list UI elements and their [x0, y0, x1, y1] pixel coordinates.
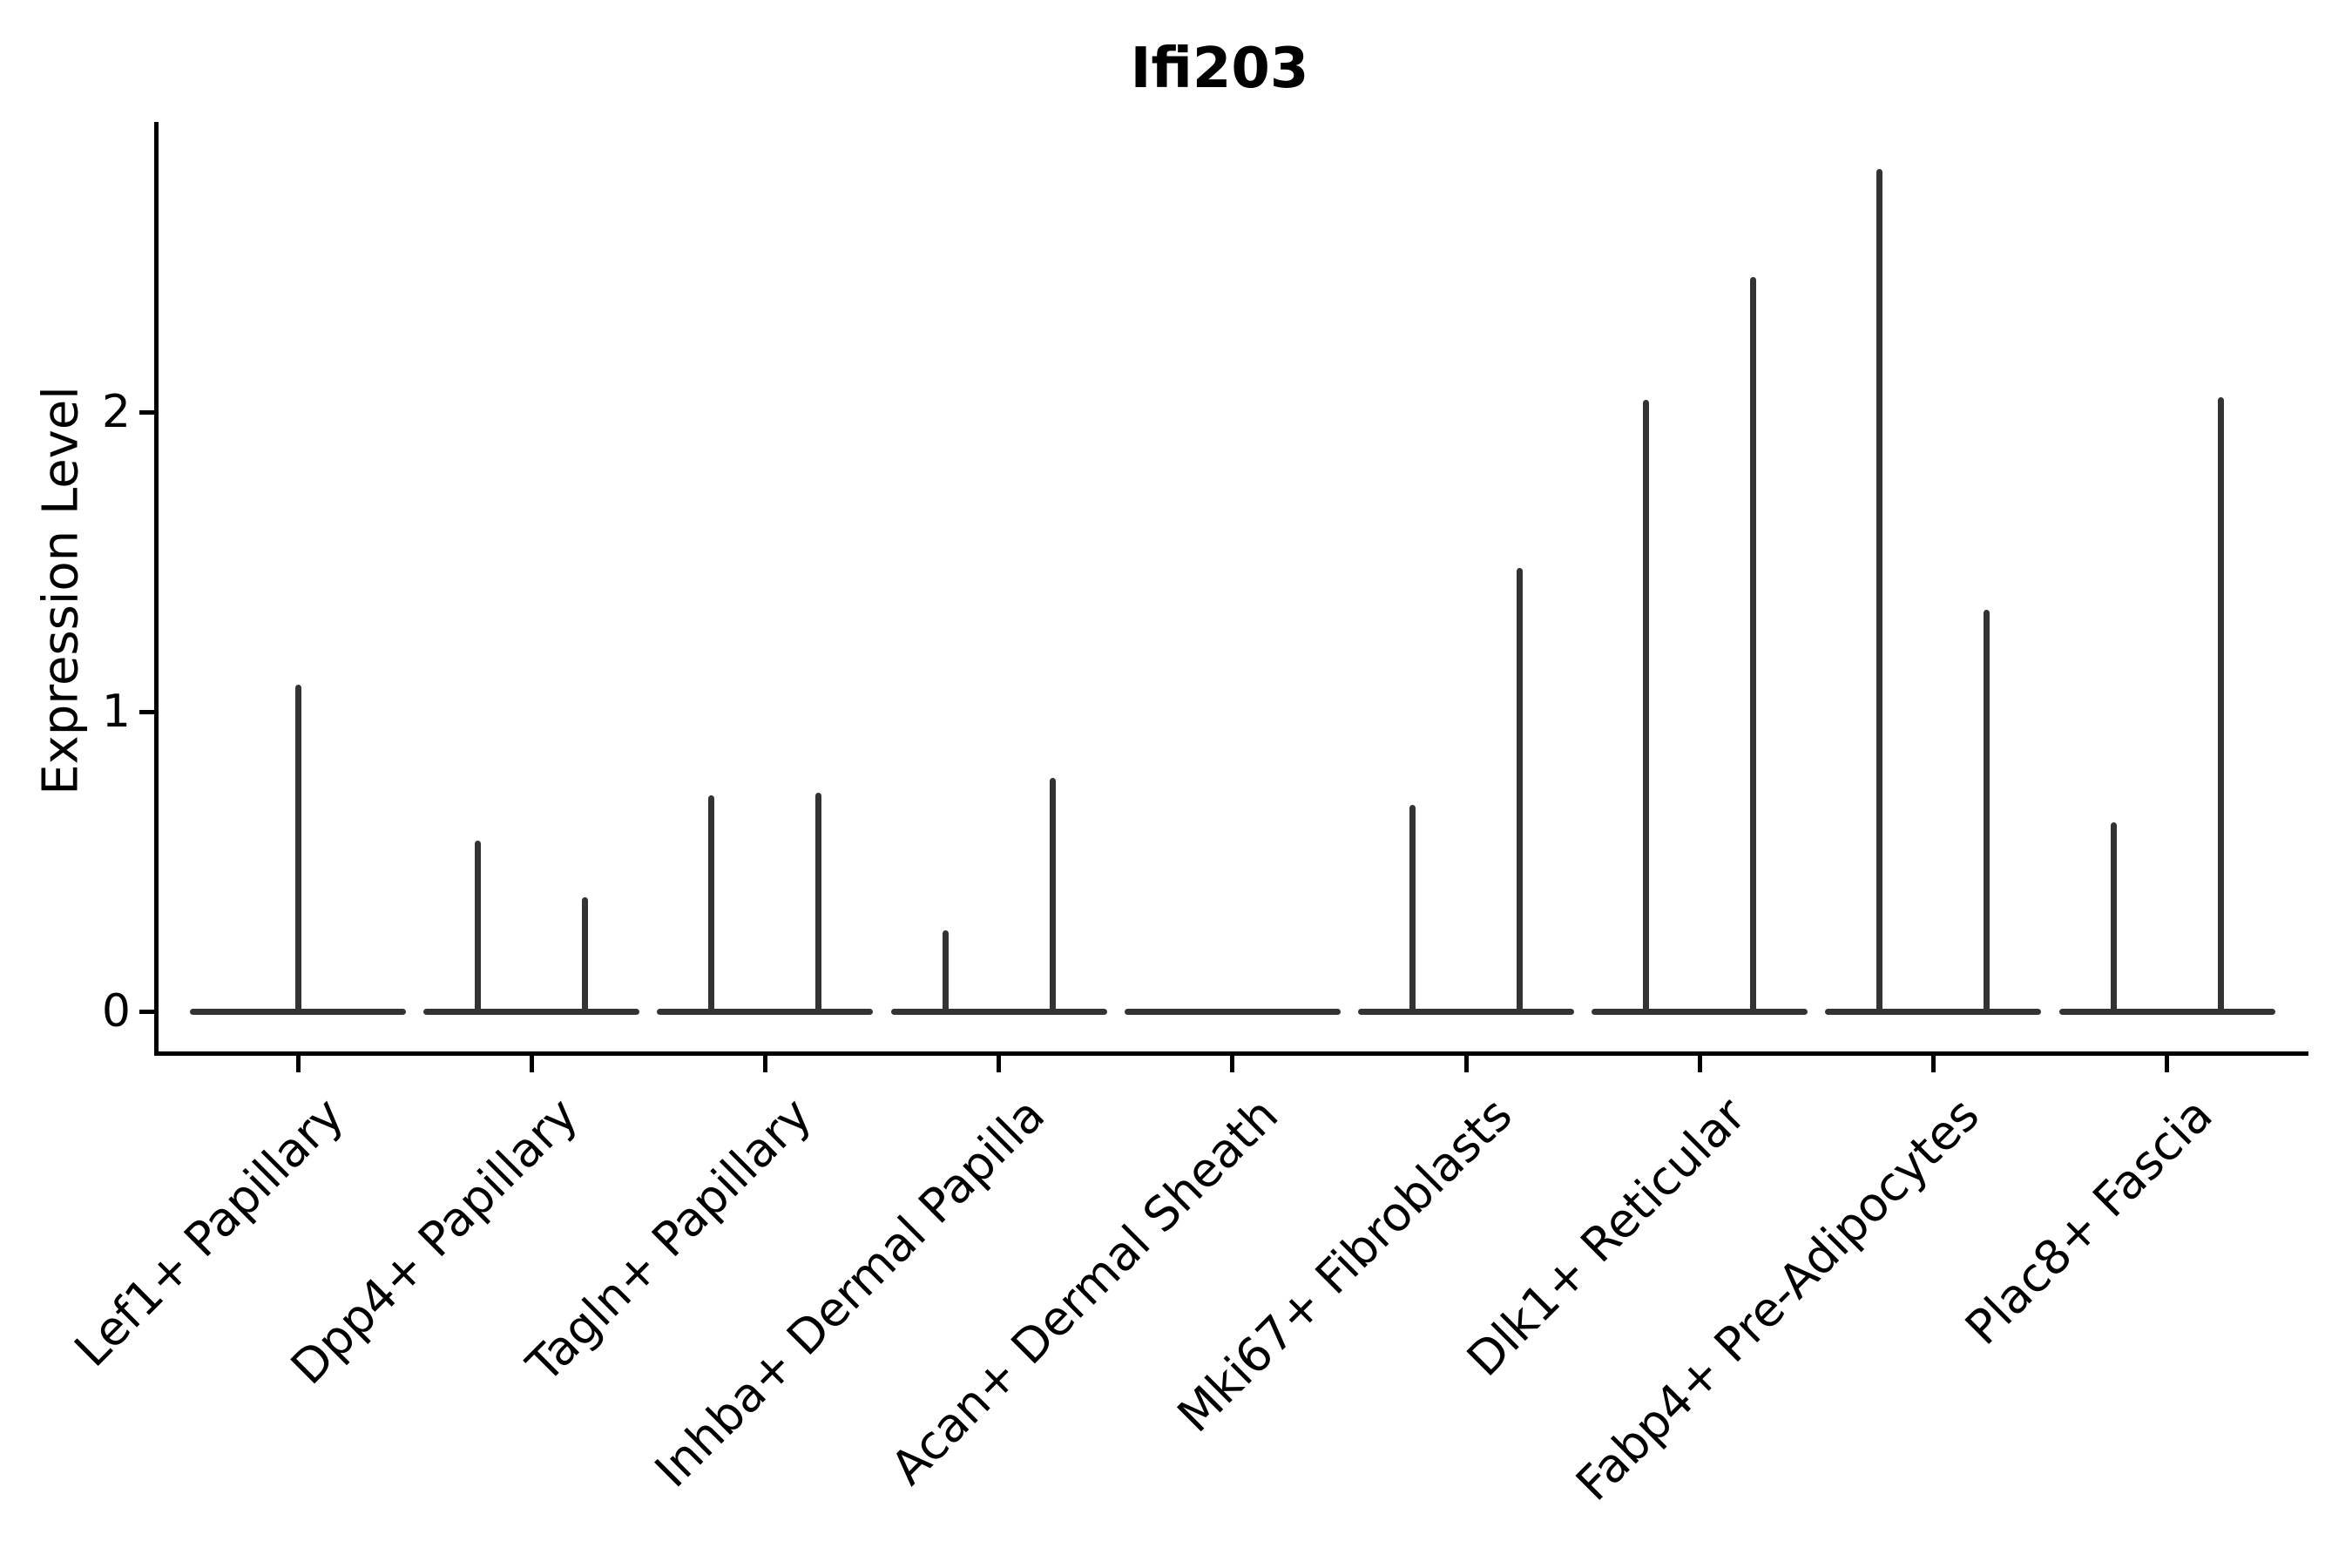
violin-density-spike [708, 795, 715, 1013]
y-tick-label: 1 [101, 686, 131, 738]
violin-density-spike [2217, 396, 2224, 1013]
chart-title: Ifi203 [1130, 37, 1309, 101]
violin-density-spike [1409, 804, 1416, 1013]
violin-density-spike [1049, 777, 1056, 1013]
violin-zero-baseline [1358, 1008, 1574, 1015]
violin-zero-baseline [1592, 1008, 1808, 1015]
x-tick-mark [295, 1056, 301, 1072]
y-tick-label: 2 [101, 386, 131, 438]
x-tick-mark [762, 1056, 767, 1072]
x-tick-label: Inhba+ Dermal Papilla [644, 1087, 1056, 1498]
violin-density-spike [1984, 610, 1990, 1013]
violin-density-spike [475, 840, 482, 1013]
x-tick-mark [1930, 1056, 1936, 1072]
x-tick-label: Fabp4+ Pre-Adipocytes [1565, 1087, 1990, 1511]
x-tick-label: Plac8+ Fascia [1955, 1087, 2224, 1355]
violin-zero-baseline [2058, 1008, 2275, 1015]
y-tick-mark [139, 1009, 157, 1014]
violin-density-spike [1750, 277, 1757, 1013]
x-tick-mark [529, 1056, 534, 1072]
violin-zero-baseline [657, 1008, 874, 1015]
x-tick-mark [997, 1056, 1002, 1072]
x-tick-mark [1463, 1056, 1469, 1072]
y-tick-label: 0 [101, 985, 131, 1037]
x-axis-spine [154, 1051, 2308, 1056]
violin-density-spike [294, 685, 301, 1013]
violin-density-spike [1517, 567, 1523, 1013]
x-tick-mark [2165, 1056, 2170, 1072]
violin-zero-baseline [1825, 1008, 2042, 1015]
violin-density-spike [582, 897, 589, 1013]
violin-density-spike [2110, 822, 2117, 1013]
x-tick-label: Acan+ Dermal Sheath [880, 1087, 1289, 1496]
violin-density-spike [815, 792, 822, 1013]
y-tick-mark [139, 709, 157, 714]
violin-density-spike [1643, 400, 1650, 1013]
x-tick-mark [1230, 1056, 1235, 1072]
violin-density-spike [942, 930, 949, 1013]
y-tick-mark [139, 409, 157, 415]
violin-zero-baseline [1124, 1008, 1341, 1015]
violin-zero-baseline [890, 1008, 1107, 1015]
violin-zero-baseline [423, 1008, 640, 1015]
x-tick-mark [1697, 1056, 1702, 1072]
violin-density-spike [1876, 169, 1883, 1013]
y-axis-spine [154, 122, 159, 1056]
